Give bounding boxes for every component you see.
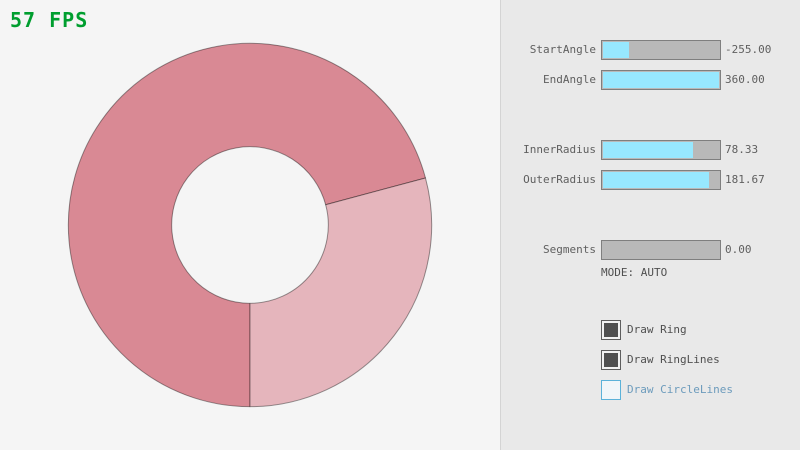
innerradius-value: 78.33	[725, 143, 759, 156]
slider-row-startangle: StartAngle -255.00	[501, 40, 800, 60]
slider-row-outerradius: OuterRadius 181.67	[501, 170, 800, 190]
checkbox-row-draw-circlelines: Draw CircleLines	[601, 380, 800, 400]
innerradius-label: InnerRadius	[523, 143, 596, 156]
outerradius-slider-fill	[603, 172, 709, 188]
endangle-label: EndAngle	[543, 73, 596, 86]
endangle-slider-fill	[603, 72, 719, 88]
check-mark	[604, 323, 618, 337]
checkbox-row-draw-ringlines: Draw RingLines	[601, 350, 800, 370]
draw-ring-checkbox[interactable]	[601, 320, 621, 340]
innerradius-slider-fill	[603, 142, 694, 158]
slider-row-segments: Segments 0.00	[501, 240, 800, 260]
outerradius-slider[interactable]	[601, 170, 721, 190]
outerradius-value: 181.67	[725, 173, 765, 186]
controls-panel: StartAngle -255.00 EndAngle 360.00 Inner…	[500, 0, 800, 450]
draw-circlelines-label: Draw CircleLines	[627, 383, 733, 396]
startangle-slider[interactable]	[601, 40, 721, 60]
fps-counter: 57 FPS	[10, 8, 89, 32]
draw-ring-label: Draw Ring	[627, 323, 687, 336]
segments-mode-text: MODE: AUTO	[601, 266, 668, 279]
startangle-label: StartAngle	[529, 43, 596, 56]
draw-ringlines-checkbox[interactable]	[601, 350, 621, 370]
slider-row-endangle: EndAngle 360.00	[501, 70, 800, 90]
innerradius-slider[interactable]	[601, 140, 721, 160]
segments-label: Segments	[543, 243, 596, 256]
draw-ringlines-label: Draw RingLines	[627, 353, 720, 366]
startangle-value: -255.00	[725, 43, 772, 56]
slider-row-innerradius: InnerRadius 78.33	[501, 140, 800, 160]
check-mark	[604, 353, 618, 367]
segments-slider[interactable]	[601, 240, 721, 260]
draw-circlelines-checkbox[interactable]	[601, 380, 621, 400]
ring-graphic	[67, 42, 433, 408]
endangle-slider[interactable]	[601, 70, 721, 90]
segments-value: 0.00	[725, 243, 752, 256]
startangle-slider-fill	[603, 42, 629, 58]
checkbox-row-draw-ring: Draw Ring	[601, 320, 800, 340]
outerradius-label: OuterRadius	[523, 173, 596, 186]
endangle-value: 360.00	[725, 73, 765, 86]
